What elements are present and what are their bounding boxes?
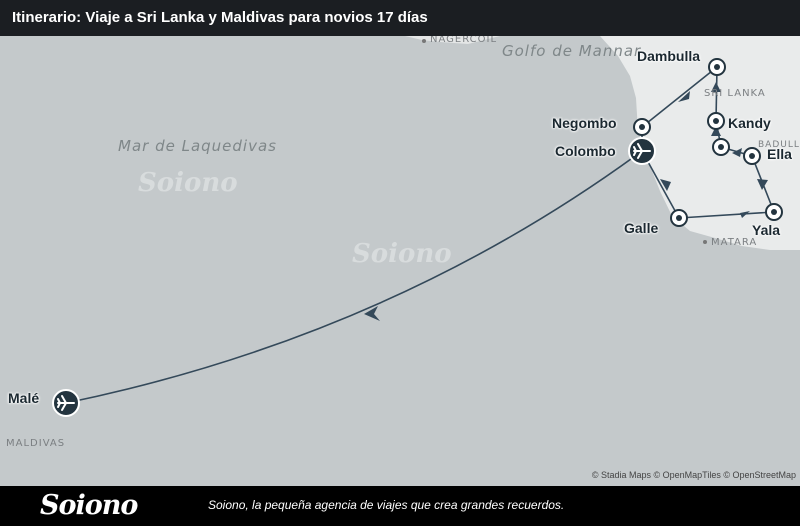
town-label-badulla: BADULLA xyxy=(758,140,800,150)
route-male-colombo xyxy=(65,150,643,404)
marker-yala-icon xyxy=(765,203,783,221)
arrow-icon xyxy=(740,211,750,218)
stop-label-male: Malé xyxy=(8,390,40,406)
sri-lanka-land xyxy=(600,36,800,250)
watermark: Soiono xyxy=(138,168,238,198)
stop-label-ella: Ella xyxy=(767,146,792,162)
stop-label-negombo: Negombo xyxy=(552,115,617,131)
sea-label-laccadive: Mar de Laquedivas xyxy=(118,137,277,155)
marker-negombo-icon xyxy=(633,118,651,136)
arrow-icon xyxy=(757,179,768,190)
stop-label-galle: Galle xyxy=(624,220,659,236)
route-yala-galle xyxy=(678,211,775,219)
arrow-icon xyxy=(711,126,721,136)
airport-male-icon xyxy=(52,389,80,417)
map-view[interactable]: Mar de Laquedivas Golfo de Mannar SRI LA… xyxy=(0,36,800,486)
arrow-icon xyxy=(660,179,671,191)
route-dambulla-kandy xyxy=(715,66,718,122)
map-attribution: © Stadia Maps © OpenMapTiles © OpenStree… xyxy=(591,470,796,480)
marker-nuwara-icon xyxy=(712,138,730,156)
airport-colombo-icon xyxy=(628,137,656,165)
town-dot-icon xyxy=(422,39,426,43)
route-arrows xyxy=(364,82,768,321)
town-dot-icon xyxy=(703,240,707,244)
india-land xyxy=(405,36,500,44)
page-title: Itinerario: Viaje a Sri Lanka y Maldivas… xyxy=(12,9,428,26)
header-bar: Itinerario: Viaje a Sri Lanka y Maldivas… xyxy=(0,0,800,36)
arrow-icon xyxy=(711,82,721,92)
stop-label-dambulla: Dambulla xyxy=(637,48,701,64)
stop-markers xyxy=(633,58,783,227)
town-label-matara: MATARA xyxy=(711,237,758,248)
sea-label-mannar: Golfo de Mannar xyxy=(502,42,642,60)
town-label-nagercoil: NAGERCOIL xyxy=(430,36,498,45)
footer-logo: Soiono xyxy=(40,490,138,521)
map-canvas xyxy=(52,36,800,417)
marker-dambulla-icon xyxy=(708,58,726,76)
watermark: Soiono xyxy=(352,239,452,269)
arrow-icon xyxy=(364,306,380,321)
marker-kandy-icon xyxy=(707,112,725,130)
country-label-sri-lanka: SRI LANKA xyxy=(704,88,766,99)
stop-label-kandy: Kandy xyxy=(728,115,771,131)
country-label-maldives: MALDIVAS xyxy=(6,438,66,449)
marker-ella-icon xyxy=(743,147,761,165)
stop-label-yala: Yala xyxy=(752,222,781,238)
marker-galle-icon xyxy=(670,209,688,227)
footer-bar: Soiono Soiono, la pequeña agencia de via… xyxy=(0,486,800,526)
route-negombo-dambulla xyxy=(641,66,718,128)
footer-tagline: Soiono, la pequeña agencia de viajes que… xyxy=(208,498,565,512)
stop-label-colombo: Colombo xyxy=(555,143,616,159)
arrow-icon xyxy=(678,91,690,102)
arrow-icon xyxy=(732,148,742,157)
